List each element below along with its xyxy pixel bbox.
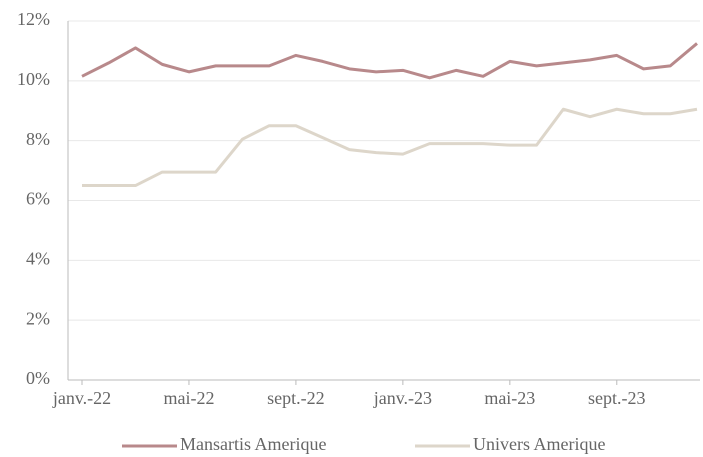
x-tick-label: janv.-23 <box>373 388 432 408</box>
x-tick-label: mai-22 <box>163 388 214 408</box>
y-tick-label: 8% <box>26 129 50 149</box>
y-tick-label: 10% <box>17 69 50 89</box>
y-tick-label: 12% <box>17 9 50 29</box>
y-tick-label: 4% <box>26 248 50 268</box>
x-tick-label: mai-23 <box>484 388 535 408</box>
x-tick-label: janv.-22 <box>52 388 111 408</box>
x-tick-label: sept.-22 <box>267 388 325 408</box>
line-series <box>82 107 698 188</box>
y-tick-label: 2% <box>26 308 50 328</box>
line-series <box>81 42 698 80</box>
y-tick-label: 0% <box>26 368 50 388</box>
x-tick-label: sept.-23 <box>588 388 646 408</box>
legend-label: Mansartis Amerique <box>180 434 326 454</box>
legend-label: Univers Amerique <box>473 434 605 454</box>
y-tick-label: 6% <box>26 189 50 209</box>
